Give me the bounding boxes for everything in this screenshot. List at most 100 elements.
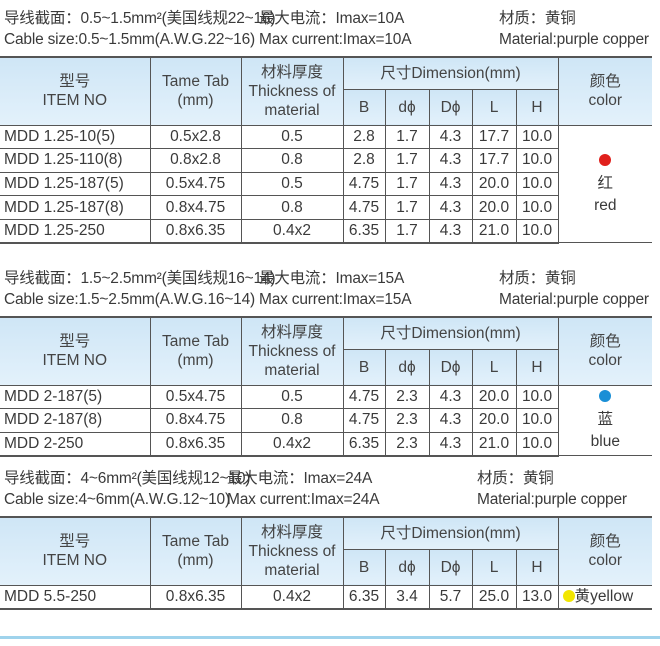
thickness-header: 材料厚度 Thickness of material bbox=[240, 516, 344, 586]
spec-table: 型号 ITEM NO Tame Tab (mm) 材料厚度 Thickness of m… bbox=[0, 316, 653, 457]
color-dot-icon bbox=[562, 589, 575, 602]
label: Thickness of bbox=[248, 82, 336, 100]
cell: MDD 2-187(8) bbox=[0, 408, 151, 433]
spec-line-cn: 导线截面：1.5~2.5mm²(美国线规16~14)最大电流：Imax=15A 材… bbox=[0, 268, 652, 289]
tame-tab-header: Tame Tab (mm) bbox=[149, 56, 242, 126]
spec-line-en: Cable size:4~6mm(A.W.G.12~10)Max current… bbox=[0, 489, 652, 510]
cell: MDD 1.25-187(5) bbox=[0, 171, 151, 197]
cell: 4.3 bbox=[428, 431, 473, 457]
cell: 0.4x2 bbox=[240, 218, 344, 244]
table-row: MDD 2-250 0.8x6.35 0.4x2 6.35 2.3 4.3 21.0 10.0 bbox=[0, 431, 652, 457]
label: 颜色 bbox=[589, 533, 621, 551]
table-row: MDD 1.25-187(5) 0.5x4.75 0.5 4.75 1.7 4.3 20.0… bbox=[0, 171, 652, 197]
cell: 0.5 bbox=[240, 171, 344, 197]
current-text: 最大电流：Imax=24A bbox=[227, 470, 373, 487]
spec-line-cn: 导线截面：4~6mm²(美国线规12~10)最大电流：Imax=24A 材质：黄铜 bbox=[0, 468, 652, 489]
cell: 0.5 bbox=[240, 384, 344, 410]
cell: 25.0 bbox=[471, 584, 517, 610]
table-row: MDD 2-187(8) 0.8x4.75 0.8 4.75 2.3 4.3 20.0 10.… bbox=[0, 408, 652, 433]
color-header: 颜色 color bbox=[557, 516, 653, 586]
label: 颜色 bbox=[589, 73, 621, 91]
cell: 0.8 bbox=[240, 195, 344, 220]
label: material bbox=[264, 361, 320, 379]
cell: 20.0 bbox=[471, 171, 517, 197]
color-cn: 黄 bbox=[574, 587, 591, 605]
label: material bbox=[264, 561, 320, 579]
cell: 10.0 bbox=[515, 124, 559, 150]
label: (mm) bbox=[177, 352, 214, 370]
color-dot-icon bbox=[599, 390, 612, 403]
item-no-header: 型号 ITEM NO bbox=[0, 516, 151, 586]
dim-header: dϕ bbox=[384, 88, 430, 126]
dimension-header: 尺寸Dimension(mm) bbox=[342, 56, 559, 90]
cell: 0.8x6.35 bbox=[149, 218, 242, 244]
cell: 0.5x2.8 bbox=[149, 124, 242, 150]
color-dot-icon bbox=[599, 153, 612, 166]
table-row: MDD 5.5-250 0.8x6.35 0.4x2 6.35 3.4 5.7 25.0 13… bbox=[0, 584, 653, 610]
color-cell: 红 red bbox=[557, 124, 653, 244]
cell: 1.7 bbox=[384, 171, 430, 197]
spec-table: 型号 ITEM NO Tame Tab (mm) 材料厚度 Thickness of m… bbox=[0, 516, 653, 610]
cell: 4.3 bbox=[428, 124, 473, 150]
label: Tame Tab bbox=[162, 73, 229, 91]
cell: 13.0 bbox=[515, 584, 559, 610]
label: color bbox=[588, 92, 623, 110]
cell: 10.0 bbox=[515, 431, 559, 457]
dim-header: H bbox=[515, 348, 559, 386]
cell: 3.4 bbox=[384, 584, 430, 610]
cell: 17.7 bbox=[471, 124, 517, 150]
color-en: blue bbox=[590, 433, 620, 451]
label: 材料厚度 bbox=[260, 523, 323, 541]
spec-section: 导线截面：1.5~2.5mm²(美国线规16~14)最大电流：Imax=15A 材… bbox=[0, 268, 653, 457]
cell: 21.0 bbox=[471, 218, 517, 244]
cable-text: 导线截面：4~6mm²(美国线规12~10) bbox=[4, 470, 251, 487]
table-row: MDD 1.25-110(8) 0.8x2.8 0.8 2.8 1.7 4.3 17.7 10… bbox=[0, 148, 652, 173]
label: 型号 bbox=[59, 533, 91, 551]
tame-tab-header: Tame Tab (mm) bbox=[149, 516, 242, 586]
cell: 10.0 bbox=[515, 384, 559, 410]
cell: 10.0 bbox=[515, 195, 559, 220]
current-text: 最大电流：Imax=15A bbox=[259, 270, 405, 287]
dim-header: H bbox=[515, 548, 559, 586]
cell: 4.3 bbox=[428, 171, 473, 197]
cell: MDD 2-187(5) bbox=[0, 384, 151, 410]
label: 型号 bbox=[59, 333, 91, 351]
cell: 4.3 bbox=[428, 148, 473, 173]
cell: 2.3 bbox=[384, 408, 430, 433]
cell: 6.35 bbox=[342, 431, 386, 457]
cable-text: Cable size:0.5~1.5mm(A.W.G.22~16) bbox=[4, 31, 255, 48]
dim-header: dϕ bbox=[384, 348, 430, 386]
spec-section: 导线截面：4~6mm²(美国线规12~10)最大电流：Imax=24A 材质：黄铜… bbox=[0, 468, 653, 610]
material-text: 材质：黄铜 bbox=[477, 470, 554, 487]
label: 材料厚度 bbox=[260, 323, 323, 341]
cell: 4.3 bbox=[428, 218, 473, 244]
cell: 1.7 bbox=[384, 218, 430, 244]
cable-text: Cable size:1.5~2.5mm(A.W.G.16~14) bbox=[4, 291, 255, 308]
cell: MDD 1.25-110(8) bbox=[0, 148, 151, 173]
cell: 0.8 bbox=[240, 148, 344, 173]
tame-tab-header: Tame Tab (mm) bbox=[149, 316, 242, 386]
table-row: MDD 1.25-250 0.8x6.35 0.4x2 6.35 1.7 4.3 21.0 1… bbox=[0, 218, 652, 244]
current-text: 最大电流：Imax=10A bbox=[259, 10, 405, 27]
spec-line-cn: 导线截面：0.5~1.5mm²(美国线规22~16)最大电流：Imax=10A 材… bbox=[0, 8, 652, 29]
label: color bbox=[588, 552, 623, 570]
spec-line-en: Cable size:1.5~2.5mm(A.W.G.16~14) Max cur… bbox=[0, 289, 652, 310]
label: ITEM NO bbox=[42, 552, 108, 570]
color-cell: 蓝 blue bbox=[557, 384, 653, 457]
cell: 2.8 bbox=[342, 124, 386, 150]
label: Thickness of bbox=[248, 342, 336, 360]
cell: 0.8x4.75 bbox=[149, 408, 242, 433]
label: material bbox=[264, 101, 320, 119]
dim-header: B bbox=[343, 88, 386, 126]
table-row: MDD 1.25-187(8) 0.8x4.75 0.8 4.75 1.7 4.3 20.0… bbox=[0, 195, 652, 220]
cell: 2.3 bbox=[384, 431, 430, 457]
material-text: Material:purple copper bbox=[477, 491, 627, 508]
cell: 21.0 bbox=[471, 431, 517, 457]
current-text: Max current:Imax=15A bbox=[259, 291, 412, 308]
material-text: Material:purple copper bbox=[499, 291, 649, 308]
dim-header: L bbox=[471, 348, 517, 386]
spec-section: 导线截面：0.5~1.5mm²(美国线规22~16)最大电流：Imax=10A 材… bbox=[0, 8, 653, 244]
dim-header: Dϕ bbox=[428, 348, 473, 386]
label: (mm) bbox=[177, 552, 214, 570]
cell: 1.7 bbox=[384, 124, 430, 150]
